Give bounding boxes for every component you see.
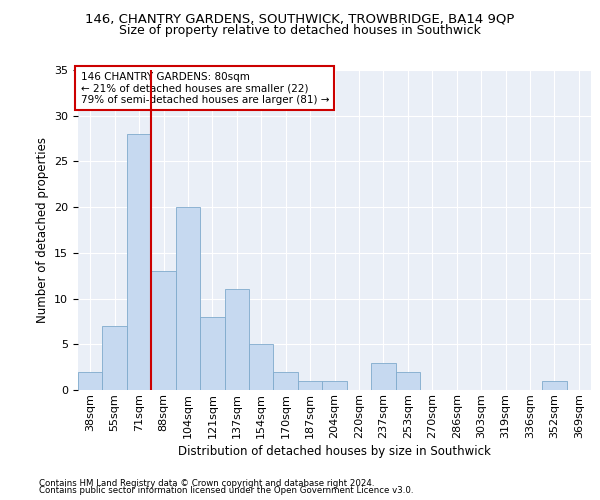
Bar <box>224 290 249 390</box>
Text: Contains public sector information licensed under the Open Government Licence v3: Contains public sector information licen… <box>39 486 413 495</box>
Bar <box>395 372 420 390</box>
Bar <box>274 372 298 390</box>
X-axis label: Distribution of detached houses by size in Southwick: Distribution of detached houses by size … <box>178 444 491 458</box>
Bar <box>249 344 274 390</box>
Bar <box>127 134 151 390</box>
Bar <box>78 372 103 390</box>
Bar <box>151 271 176 390</box>
Text: Size of property relative to detached houses in Southwick: Size of property relative to detached ho… <box>119 24 481 37</box>
Y-axis label: Number of detached properties: Number of detached properties <box>35 137 49 323</box>
Text: 146, CHANTRY GARDENS, SOUTHWICK, TROWBRIDGE, BA14 9QP: 146, CHANTRY GARDENS, SOUTHWICK, TROWBRI… <box>85 12 515 26</box>
Text: Contains HM Land Registry data © Crown copyright and database right 2024.: Contains HM Land Registry data © Crown c… <box>39 478 374 488</box>
Bar <box>542 381 566 390</box>
Bar <box>322 381 347 390</box>
Bar <box>200 317 224 390</box>
Bar <box>176 207 200 390</box>
Bar <box>298 381 322 390</box>
Text: 146 CHANTRY GARDENS: 80sqm
← 21% of detached houses are smaller (22)
79% of semi: 146 CHANTRY GARDENS: 80sqm ← 21% of deta… <box>80 72 329 105</box>
Bar <box>371 362 395 390</box>
Bar <box>103 326 127 390</box>
